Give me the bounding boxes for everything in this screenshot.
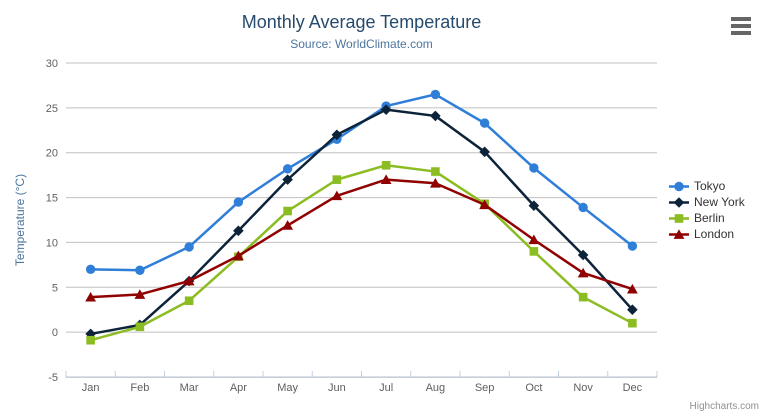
- legend-item-label: New York: [694, 195, 745, 209]
- data-point-new-york[interactable]: [528, 200, 540, 211]
- data-point-new-york[interactable]: [233, 225, 244, 237]
- data-point-tokyo[interactable]: [627, 241, 638, 251]
- x-axis-tick-label: Aug: [426, 382, 446, 394]
- data-point-new-york[interactable]: [577, 249, 589, 261]
- data-point-tokyo[interactable]: [233, 197, 244, 207]
- data-point-new-york[interactable]: [380, 104, 392, 115]
- y-axis-tick-label: 10: [46, 237, 58, 249]
- data-point-berlin[interactable]: [628, 318, 637, 328]
- data-point-berlin[interactable]: [529, 247, 539, 256]
- data-point-new-york[interactable]: [479, 146, 490, 158]
- x-axis-tick-label: Apr: [230, 382, 247, 394]
- data-point-berlin[interactable]: [381, 160, 391, 170]
- legend-marker-circle-icon: [669, 181, 689, 191]
- legend-item-london[interactable]: London: [669, 226, 745, 242]
- data-point-tokyo[interactable]: [479, 118, 490, 128]
- legend-marker-symbol: [674, 181, 684, 191]
- x-axis-tick-label: Jan: [82, 382, 100, 394]
- x-axis-tick-label: Jul: [379, 382, 393, 394]
- y-axis-tick-label: 0: [52, 327, 58, 339]
- legend-marker-symbol: [673, 228, 685, 239]
- y-axis-tick-label: 30: [46, 58, 58, 70]
- y-axis-title: Temperature (°C): [13, 174, 27, 266]
- data-point-london[interactable]: [183, 275, 195, 286]
- chart-subtitle: Source: WorldClimate.com: [290, 37, 433, 51]
- series-line-tokyo: [89, 93, 634, 272]
- data-point-berlin[interactable]: [135, 322, 145, 332]
- hamburger-menu-icon[interactable]: [729, 15, 755, 37]
- legend-item-label: Berlin: [694, 211, 725, 225]
- data-point-new-york[interactable]: [331, 129, 343, 141]
- credits-link[interactable]: Highcharts.com: [689, 401, 759, 412]
- hamburger-bar: [731, 24, 751, 28]
- data-point-london[interactable]: [282, 220, 294, 230]
- x-axis-tick-label: Oct: [525, 382, 542, 394]
- data-point-london[interactable]: [85, 291, 97, 302]
- data-point-new-york[interactable]: [627, 304, 638, 316]
- data-point-tokyo[interactable]: [85, 264, 96, 275]
- x-axis-tick-label: Jun: [328, 382, 346, 394]
- y-axis-tick-label: 5: [52, 282, 58, 294]
- data-point-berlin[interactable]: [283, 206, 292, 216]
- data-point-tokyo[interactable]: [184, 242, 194, 252]
- data-point-tokyo[interactable]: [430, 89, 441, 100]
- data-point-tokyo[interactable]: [578, 202, 588, 213]
- x-axis-tick-label: May: [277, 382, 298, 394]
- x-axis-tick-label: Mar: [180, 382, 199, 394]
- data-point-london[interactable]: [528, 234, 540, 245]
- legend-item-label: Tokyo: [694, 179, 726, 193]
- data-point-london[interactable]: [331, 190, 343, 201]
- chart-title: Monthly Average Temperature: [241, 12, 482, 32]
- y-axis-tick-label: -5: [48, 372, 58, 384]
- legend: Tokyo New York Berlin London: [669, 178, 745, 242]
- legend-item-tokyo[interactable]: Tokyo: [669, 178, 745, 194]
- hamburger-bar: [731, 31, 751, 35]
- legend-marker-symbol: [673, 196, 685, 208]
- data-point-tokyo[interactable]: [135, 265, 145, 275]
- data-point-london[interactable]: [577, 267, 589, 278]
- legend-item-new-york[interactable]: New York: [669, 194, 745, 210]
- legend-item-label: London: [694, 227, 735, 241]
- data-point-berlin[interactable]: [86, 335, 95, 345]
- series-line-london: [89, 178, 634, 299]
- x-axis-tick-label: Dec: [623, 382, 643, 394]
- data-point-berlin[interactable]: [184, 296, 194, 306]
- data-point-tokyo[interactable]: [282, 164, 293, 174]
- legend-marker-triangle-icon: [669, 228, 689, 239]
- data-point-berlin[interactable]: [332, 175, 342, 184]
- legend-marker-diamond-icon: [669, 196, 689, 208]
- x-axis-tick-label: Sep: [475, 382, 495, 394]
- legend-marker-symbol: [674, 213, 684, 223]
- data-point-tokyo[interactable]: [529, 163, 539, 173]
- data-point-berlin[interactable]: [431, 167, 440, 176]
- data-point-london[interactable]: [429, 178, 441, 188]
- data-point-berlin[interactable]: [578, 292, 588, 302]
- legend-item-berlin[interactable]: Berlin: [669, 210, 745, 226]
- data-point-london[interactable]: [380, 174, 392, 185]
- x-axis-tick-label: Nov: [573, 382, 593, 394]
- data-point-london[interactable]: [232, 250, 244, 261]
- legend-marker-square-icon: [669, 213, 689, 223]
- x-axis-tick-label: Feb: [130, 382, 149, 394]
- data-point-london[interactable]: [626, 283, 638, 294]
- y-axis-tick-label: 15: [46, 193, 58, 205]
- data-point-new-york[interactable]: [430, 110, 441, 122]
- y-axis-tick-label: 20: [46, 148, 58, 160]
- data-point-new-york[interactable]: [282, 174, 293, 185]
- series-line-new-york: [89, 108, 634, 336]
- hamburger-bar: [731, 17, 751, 21]
- data-point-new-york[interactable]: [85, 328, 96, 340]
- data-point-london[interactable]: [134, 289, 146, 299]
- data-point-london[interactable]: [479, 199, 491, 210]
- series-line-berlin: [89, 164, 634, 342]
- y-axis-tick-label: 25: [46, 103, 58, 115]
